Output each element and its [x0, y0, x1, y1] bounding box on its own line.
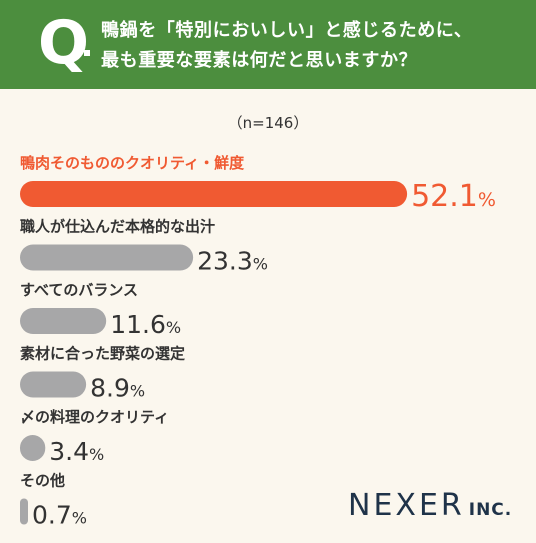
- category-label: 職人が仕込んだ本格的な出汁: [20, 218, 215, 236]
- logo-sub-text: INC.: [468, 500, 513, 520]
- category-label: 〆の料理のクオリティ: [20, 408, 169, 426]
- value-label: 11.6%: [110, 310, 181, 339]
- question-header: Q 鴨鍋を「特別においしい」と感じるために、 最も重要な要素は何だと思いますか？: [0, 0, 536, 89]
- value-label: 23.3%: [197, 247, 268, 276]
- value-label: 8.9%: [90, 374, 145, 403]
- q-letter: Q: [38, 8, 90, 78]
- bar: [20, 181, 408, 207]
- q-dot: [84, 50, 90, 56]
- bar: [20, 498, 28, 525]
- category-label: 鴨肉そのもののクオリティ・鮮度: [20, 154, 245, 172]
- bar: [20, 435, 46, 461]
- category-label: 素材に合った野菜の選定: [20, 345, 185, 363]
- question-line-2: 最も重要な要素は何だと思いますか？: [101, 50, 418, 71]
- logo-main-text: NEXER: [348, 488, 465, 523]
- value-label: 3.4%: [49, 437, 104, 466]
- category-label: すべてのバランス: [20, 281, 138, 299]
- question-line-1: 鴨鍋を「特別においしい」と感じるために、: [101, 20, 473, 41]
- value-label: 52.1%: [411, 179, 496, 214]
- bar: [20, 308, 107, 334]
- bar: [20, 244, 194, 271]
- category-label: その他: [20, 472, 65, 490]
- value-label: 0.7%: [32, 501, 87, 530]
- nexer-logo: NEXER INC.: [348, 488, 512, 523]
- bar: [20, 371, 87, 398]
- sample-size-note: （n=146）: [227, 114, 309, 132]
